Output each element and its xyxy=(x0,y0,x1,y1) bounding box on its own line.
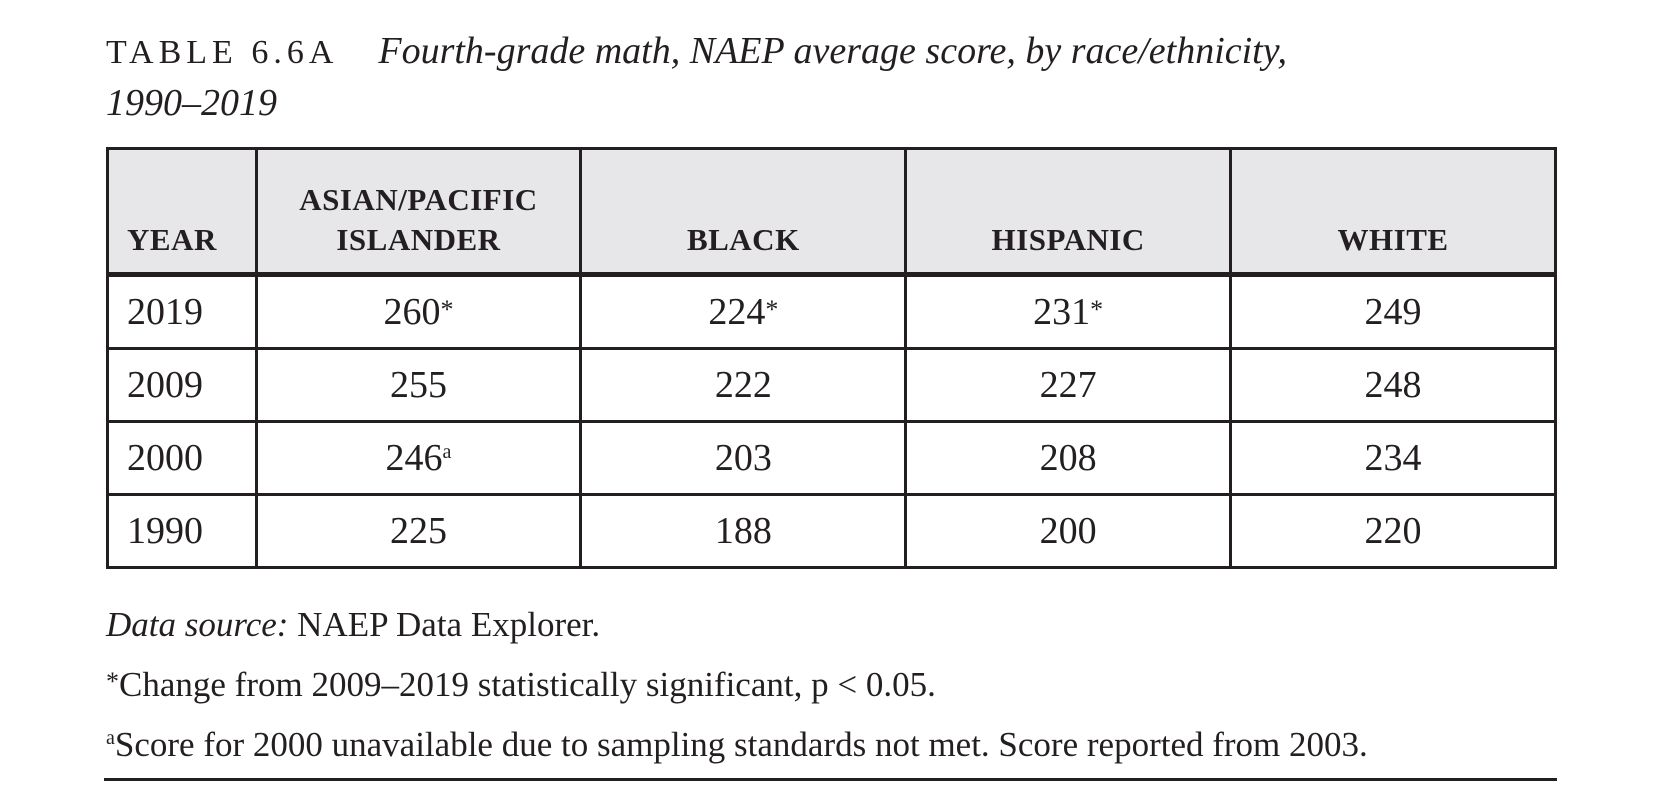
cell-asian: 246a xyxy=(254,420,583,496)
column-header-asian-pacific-islander: ASIAN/PACIFIC ISLANDER xyxy=(254,147,583,277)
cell-hispanic: 208 xyxy=(904,420,1233,496)
column-header-year: YEAR xyxy=(106,147,258,277)
significance-note: *Change from 2009–2019 statistically sig… xyxy=(106,653,1557,710)
cell-black: 203 xyxy=(579,420,908,496)
data-source-text: NAEP Data Explorer. xyxy=(288,605,601,644)
cell-hispanic: 227 xyxy=(904,347,1233,423)
cell-white: 220 xyxy=(1229,493,1557,569)
footnote-a-mark: a xyxy=(106,727,115,749)
column-header-black: BLACK xyxy=(579,147,908,277)
cell-hispanic: 231* xyxy=(904,273,1233,350)
table-notes: Data source: NAEP Data Explorer. *Change… xyxy=(106,596,1557,767)
cell-black: 224* xyxy=(579,273,908,350)
table-title: TABLE 6.6A Fourth-grade math, NAEP averag… xyxy=(106,26,1556,128)
footnote-a-text: Score for 2000 unavailable due to sampli… xyxy=(114,725,1368,764)
cell-asian: 260* xyxy=(254,273,583,350)
column-header-hispanic: HISPANIC xyxy=(904,147,1233,277)
table-caption-line2: 1990–2019 xyxy=(106,82,277,124)
cell-white: 249 xyxy=(1229,273,1557,350)
cell-year: 2019 xyxy=(106,273,258,350)
column-header-white: WHITE xyxy=(1229,147,1557,277)
cell-black: 188 xyxy=(579,493,908,569)
table-row: 1990 225 188 200 220 xyxy=(106,493,1557,569)
table-header-row: YEAR ASIAN/PACIFIC ISLANDER BLACK HISPANI… xyxy=(106,147,1557,277)
table-number-label: TABLE 6.6A xyxy=(106,34,339,71)
significance-note-mark: * xyxy=(106,667,119,696)
cell-hispanic: 200 xyxy=(904,493,1233,569)
significance-mark: * xyxy=(765,295,779,324)
cell-year: 2000 xyxy=(106,420,258,496)
table-row: 2009 255 222 227 248 xyxy=(106,347,1557,423)
cell-asian: 225 xyxy=(254,493,583,569)
footnote-a: aScore for 2000 unavailable due to sampl… xyxy=(106,710,1557,767)
footnote-mark: a xyxy=(442,441,452,463)
table-caption-line1: Fourth-grade math, NAEP average score, b… xyxy=(378,30,1287,72)
naep-score-table: YEAR ASIAN/PACIFIC ISLANDER BLACK HISPANI… xyxy=(106,147,1557,569)
significance-note-text: Change from 2009–2019 statistically sign… xyxy=(119,665,936,704)
significance-mark: * xyxy=(1090,295,1104,324)
table-row: 2019 260* 224* 231* 249 xyxy=(106,273,1557,350)
data-source-label: Data source: xyxy=(106,605,289,644)
significance-mark: * xyxy=(440,295,454,324)
cell-asian: 255 xyxy=(254,347,583,423)
cell-white: 234 xyxy=(1229,420,1557,496)
cell-black: 222 xyxy=(579,347,908,423)
data-source-note: Data source: NAEP Data Explorer. xyxy=(106,596,1557,653)
cell-year: 1990 xyxy=(106,493,258,569)
cell-year: 2009 xyxy=(106,347,258,423)
bottom-rule xyxy=(104,778,1557,781)
cell-white: 248 xyxy=(1229,347,1557,423)
table-row: 2000 246a 203 208 234 xyxy=(106,420,1557,496)
